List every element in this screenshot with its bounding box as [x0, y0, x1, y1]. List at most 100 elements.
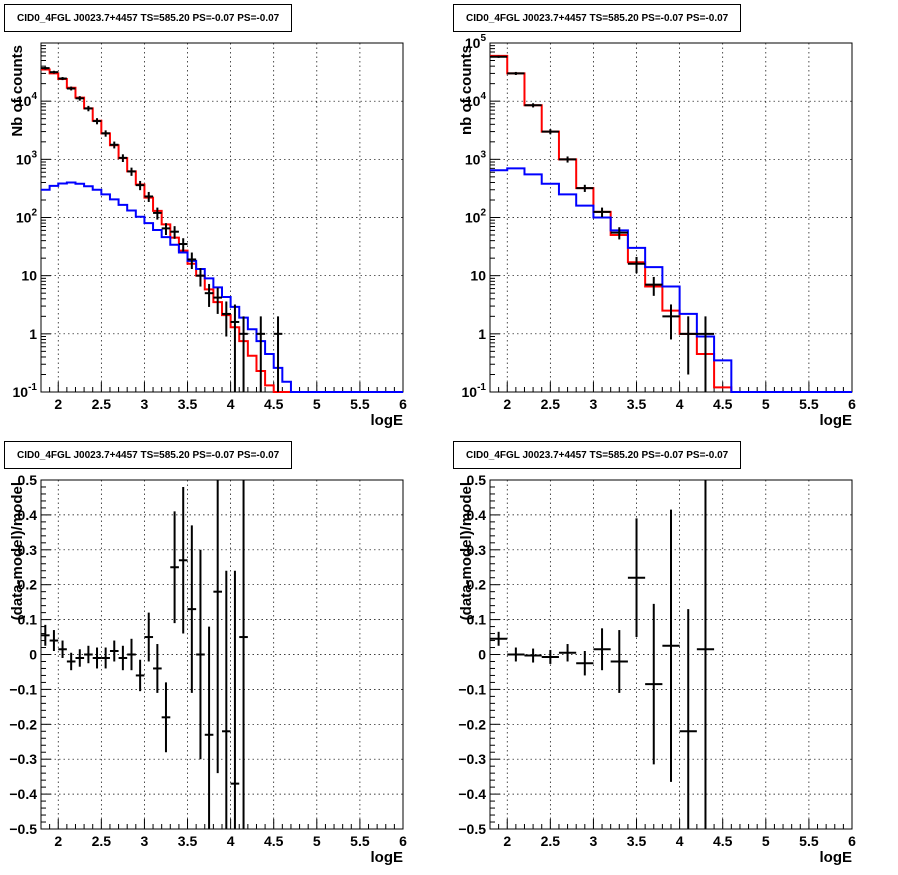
chart-title: CID0_4FGL J0023.7+4457 TS=585.20 PS=-0.0… [4, 441, 293, 469]
data-point [153, 207, 162, 220]
data-point [66, 652, 76, 671]
x-tick-label: 3 [590, 833, 598, 849]
data-point [118, 645, 128, 671]
x-axis-label: logE [371, 412, 404, 429]
x-tick-label: 2 [503, 396, 511, 412]
x-tick-label: 4.5 [713, 833, 733, 849]
data-point [507, 71, 525, 75]
y-tick-label: 1 [478, 326, 486, 342]
chart-title: CID0_4FGL J0023.7+4457 TS=585.20 PS=-0.0… [453, 4, 742, 32]
data-point [204, 626, 214, 829]
data-point [41, 624, 50, 646]
data-point [161, 682, 171, 753]
x-tick-label: 3.5 [627, 396, 647, 412]
data-point [58, 640, 67, 658]
x-tick-label: 5.5 [350, 833, 370, 849]
data-point [645, 276, 663, 296]
data-point [222, 301, 231, 337]
model-total-line [41, 68, 403, 393]
data-point [153, 644, 162, 693]
model-total-line [490, 54, 852, 393]
x-tick-label: 3.5 [627, 833, 647, 849]
x-tick-label: 3.5 [178, 396, 198, 412]
data-point [627, 256, 646, 274]
data-point [41, 66, 50, 70]
data-point [524, 103, 542, 108]
x-tick-label: 4 [676, 396, 684, 412]
y-tick-label: 103 [465, 149, 487, 167]
data-point [696, 316, 715, 392]
y-tick-label: 104 [465, 91, 487, 109]
x-tick-label: 3.5 [178, 833, 198, 849]
x-tick-label: 4.5 [713, 396, 733, 412]
model-source-line [41, 181, 403, 393]
x-tick-label: 5 [762, 396, 770, 412]
data-point [213, 480, 222, 774]
y-tick-label: 10-1 [462, 382, 487, 400]
x-tick-label: 4 [676, 833, 684, 849]
y-tick-label: −0.5 [9, 821, 37, 837]
data-point [541, 649, 559, 664]
y-axis-label: (data-model)/model [9, 482, 26, 620]
x-tick-label: 2.5 [92, 396, 112, 412]
model-source-line [490, 167, 852, 393]
data-point [127, 638, 136, 671]
x-tick-label: 5 [313, 396, 321, 412]
y-tick-label: 0.1 [18, 612, 38, 628]
data-point [75, 96, 85, 101]
y-tick-label: 0 [29, 647, 37, 663]
chart-counts-coarse: 2 2.5 3 3.5 4 4.5 5 5.5 6 10-1 1 10 102 103 104 105 logE… [458, 33, 856, 429]
data-point [645, 603, 663, 765]
chart-residuals-coarse: 2 2.5 3 3.5 4 4.5 5 5.5 6 −0.5 −0.4 −0.3 −0.2 −0.1 0 0.… [458, 472, 856, 866]
data-point [524, 648, 542, 663]
data-point [576, 651, 594, 676]
data-point [696, 480, 715, 829]
x-tick-label: 5 [313, 833, 321, 849]
chart-title: CID0_4FGL J0023.7+4457 TS=585.20 PS=-0.0… [453, 441, 742, 469]
x-tick-label: 5.5 [799, 833, 819, 849]
data-point [273, 316, 283, 392]
x-tick-label: 2.5 [541, 833, 561, 849]
x-tick-label: 5 [762, 833, 770, 849]
data-point [135, 659, 145, 692]
y-tick-label: −0.1 [9, 681, 37, 697]
x-tick-label: 2.5 [92, 833, 112, 849]
data-point [101, 130, 110, 137]
data-point [127, 167, 136, 176]
data-point [256, 316, 266, 392]
data-point [196, 549, 205, 760]
data-point [178, 238, 188, 252]
data-point [662, 304, 680, 340]
data-point [170, 511, 179, 624]
data-point [66, 86, 76, 91]
x-tick-label: 4.5 [264, 396, 284, 412]
y-tick-label: 0 [478, 647, 486, 663]
data-point [101, 647, 110, 669]
y-tick-label: 0.5 [18, 472, 38, 488]
panel-counts-fine: 2 2.5 3 3.5 4 4.5 5 5.5 6 10-1 1 10 102 103 104 logE Nb … [0, 0, 449, 437]
y-tick-label: 10 [470, 268, 486, 284]
x-tick-label: 3 [590, 396, 598, 412]
panel-residuals-coarse: 2 2.5 3 3.5 4 4.5 5 5.5 6 −0.5 −0.4 −0.3 −0.2 −0.1 0 0.… [449, 437, 898, 874]
x-tick-label: 2 [54, 396, 62, 412]
data-point [558, 644, 577, 662]
data-point [109, 141, 119, 149]
x-tick-label: 6 [399, 833, 407, 849]
x-tick-label: 2 [54, 833, 62, 849]
y-tick-label: 0.4 [18, 507, 38, 523]
y-tick-label: −0.3 [458, 751, 486, 767]
data-point [144, 191, 154, 202]
y-tick-label: −0.5 [458, 821, 486, 837]
x-tick-label: 2 [503, 833, 511, 849]
data-point [662, 509, 680, 782]
data-point [576, 184, 594, 192]
y-tick-label: 10 [21, 268, 37, 284]
data-point [196, 268, 205, 287]
data-point [222, 570, 231, 829]
data-point [507, 647, 525, 662]
x-tick-label: 6 [848, 396, 856, 412]
x-tick-label: 2.5 [541, 396, 561, 412]
x-tick-label: 3 [141, 396, 149, 412]
x-tick-label: 6 [848, 833, 856, 849]
x-tick-label: 4 [227, 833, 235, 849]
